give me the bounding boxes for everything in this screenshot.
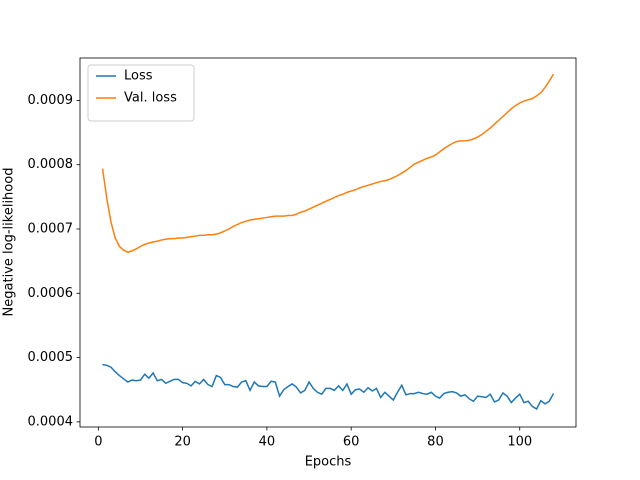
x-tick-label: 0 <box>94 435 102 450</box>
x-tick-label: 100 <box>507 435 532 450</box>
x-tick-label: 20 <box>174 435 191 450</box>
line-series <box>102 363 555 411</box>
y-tick-label: 0.0005 <box>28 350 74 365</box>
plot-frame <box>79 57 577 428</box>
x-axis-label: Epochs <box>305 455 352 470</box>
legend-label: Val. loss <box>124 91 177 106</box>
legend-box <box>87 64 195 122</box>
x-tick-label: 80 <box>427 435 444 450</box>
legend-label: Loss <box>124 69 153 84</box>
x-tick-label: 60 <box>343 435 360 450</box>
y-tick-label: 0.0007 <box>28 222 74 237</box>
y-tick-label: 0.0006 <box>28 286 74 301</box>
x-tick-label: 40 <box>259 435 276 450</box>
y-tick-label: 0.0008 <box>28 157 74 172</box>
line-series <box>101 73 555 253</box>
y-axis-label: Negative log-likelihood <box>2 168 17 317</box>
y-tick-label: 0.0009 <box>28 93 74 108</box>
y-tick-label: 0.0004 <box>28 414 74 429</box>
